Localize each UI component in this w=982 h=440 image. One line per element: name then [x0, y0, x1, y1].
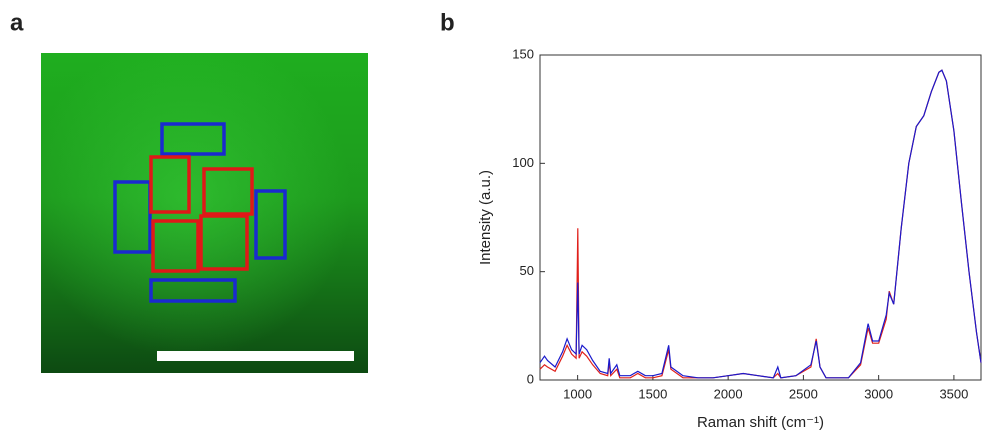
y-axis-label: Intensity (a.u.)	[477, 170, 494, 265]
line-chart: 1000 1500 2000 2500 3000 3500 0 50 100 150 Raman s…	[477, 46, 982, 431]
series-line	[539, 69, 982, 379]
y-tick-label: 0	[527, 371, 534, 386]
x-axis-label: Raman shift (cm⁻¹)	[697, 414, 824, 431]
plot-frame	[539, 54, 982, 381]
panel-label: b	[440, 9, 455, 36]
x-tick-label: 3500	[939, 386, 968, 401]
x-tick-label: 1000	[563, 386, 592, 401]
x-tick-label: 2000	[714, 386, 743, 401]
panel-label: a	[10, 9, 24, 36]
y-tick-label: 150	[512, 46, 534, 61]
x-tick-label: 3000	[864, 386, 893, 401]
series-line	[539, 69, 982, 379]
y-tick-label: 100	[512, 155, 534, 170]
y-tick-label: 50	[520, 263, 534, 278]
microscopy-image	[41, 53, 368, 373]
x-tick-label: 1500	[638, 386, 667, 401]
x-tick-label: 2500	[789, 386, 818, 401]
